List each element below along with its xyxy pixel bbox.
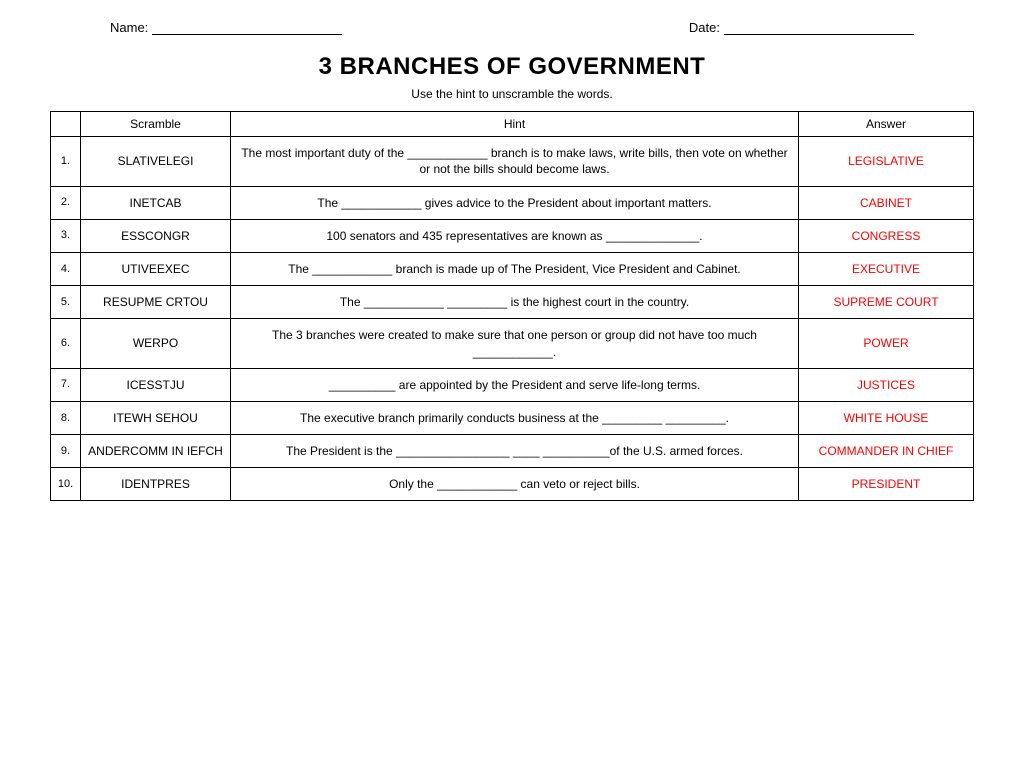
table-row: 8. ITEWH SEHOU The executive branch prim… xyxy=(51,401,974,434)
col-hint: Hint xyxy=(231,112,799,137)
cell-hint: 100 senators and 435 representatives are… xyxy=(231,219,799,252)
table-row: 4. UTIVEEXEC The ____________ branch is … xyxy=(51,252,974,285)
table-row: 9. ANDERCOMM IN IEFCH The President is t… xyxy=(51,435,974,468)
cell-scramble: INETCAB xyxy=(81,186,231,219)
header-fields: Name: Date: xyxy=(50,20,974,35)
cell-scramble: WERPO xyxy=(81,319,231,368)
cell-scramble: ESSCONGR xyxy=(81,219,231,252)
cell-answer: SUPREME COURT xyxy=(799,286,974,319)
worksheet-page: Name: Date: 3 BRANCHES OF GOVERNMENT Use… xyxy=(0,0,1024,531)
cell-scramble: SLATIVELEGI xyxy=(81,137,231,186)
cell-scramble: ICESSTJU xyxy=(81,368,231,401)
cell-num: 3. xyxy=(51,219,81,252)
name-label: Name: xyxy=(110,20,148,35)
date-blank[interactable] xyxy=(724,21,914,35)
cell-hint: The executive branch primarily conducts … xyxy=(231,401,799,434)
page-title: 3 BRANCHES OF GOVERNMENT xyxy=(50,53,974,81)
date-label: Date: xyxy=(689,20,720,35)
cell-num: 5. xyxy=(51,286,81,319)
cell-hint: The ____________ branch is made up of Th… xyxy=(231,252,799,285)
table-row: 7. ICESSTJU __________ are appointed by … xyxy=(51,368,974,401)
cell-num: 4. xyxy=(51,252,81,285)
cell-answer: WHITE HOUSE xyxy=(799,401,974,434)
cell-num: 6. xyxy=(51,319,81,368)
cell-hint: The 3 branches were created to make sure… xyxy=(231,319,799,368)
table-row: 2. INETCAB The ____________ gives advice… xyxy=(51,186,974,219)
cell-scramble: IDENTPRES xyxy=(81,468,231,501)
scramble-table: Scramble Hint Answer 1. SLATIVELEGI The … xyxy=(50,111,974,501)
cell-scramble: ITEWH SEHOU xyxy=(81,401,231,434)
table-row: 1. SLATIVELEGI The most important duty o… xyxy=(51,137,974,186)
table-row: 6. WERPO The 3 branches were created to … xyxy=(51,319,974,368)
cell-answer: EXECUTIVE xyxy=(799,252,974,285)
name-field: Name: xyxy=(110,20,342,35)
cell-num: 1. xyxy=(51,137,81,186)
cell-answer: POWER xyxy=(799,319,974,368)
cell-answer: COMMANDER IN CHIEF xyxy=(799,435,974,468)
cell-answer: PRESIDENT xyxy=(799,468,974,501)
cell-num: 7. xyxy=(51,368,81,401)
cell-num: 9. xyxy=(51,435,81,468)
instructions: Use the hint to unscramble the words. xyxy=(50,87,974,101)
cell-hint: __________ are appointed by the Presiden… xyxy=(231,368,799,401)
cell-answer: JUSTICES xyxy=(799,368,974,401)
col-num xyxy=(51,112,81,137)
cell-num: 10. xyxy=(51,468,81,501)
name-blank[interactable] xyxy=(152,21,342,35)
table-row: 3. ESSCONGR 100 senators and 435 represe… xyxy=(51,219,974,252)
cell-answer: LEGISLATIVE xyxy=(799,137,974,186)
col-scramble: Scramble xyxy=(81,112,231,137)
date-field: Date: xyxy=(689,20,914,35)
table-row: 10. IDENTPRES Only the ____________ can … xyxy=(51,468,974,501)
cell-hint: Only the ____________ can veto or reject… xyxy=(231,468,799,501)
cell-hint: The ____________ gives advice to the Pre… xyxy=(231,186,799,219)
cell-scramble: UTIVEEXEC xyxy=(81,252,231,285)
cell-num: 2. xyxy=(51,186,81,219)
cell-scramble: RESUPME CRTOU xyxy=(81,286,231,319)
cell-hint: The President is the _________________ _… xyxy=(231,435,799,468)
cell-num: 8. xyxy=(51,401,81,434)
cell-hint: The most important duty of the _________… xyxy=(231,137,799,186)
table-header-row: Scramble Hint Answer xyxy=(51,112,974,137)
cell-answer: CABINET xyxy=(799,186,974,219)
table-row: 5. RESUPME CRTOU The ____________ ______… xyxy=(51,286,974,319)
cell-answer: CONGRESS xyxy=(799,219,974,252)
cell-hint: The ____________ _________ is the highes… xyxy=(231,286,799,319)
cell-scramble: ANDERCOMM IN IEFCH xyxy=(81,435,231,468)
col-answer: Answer xyxy=(799,112,974,137)
